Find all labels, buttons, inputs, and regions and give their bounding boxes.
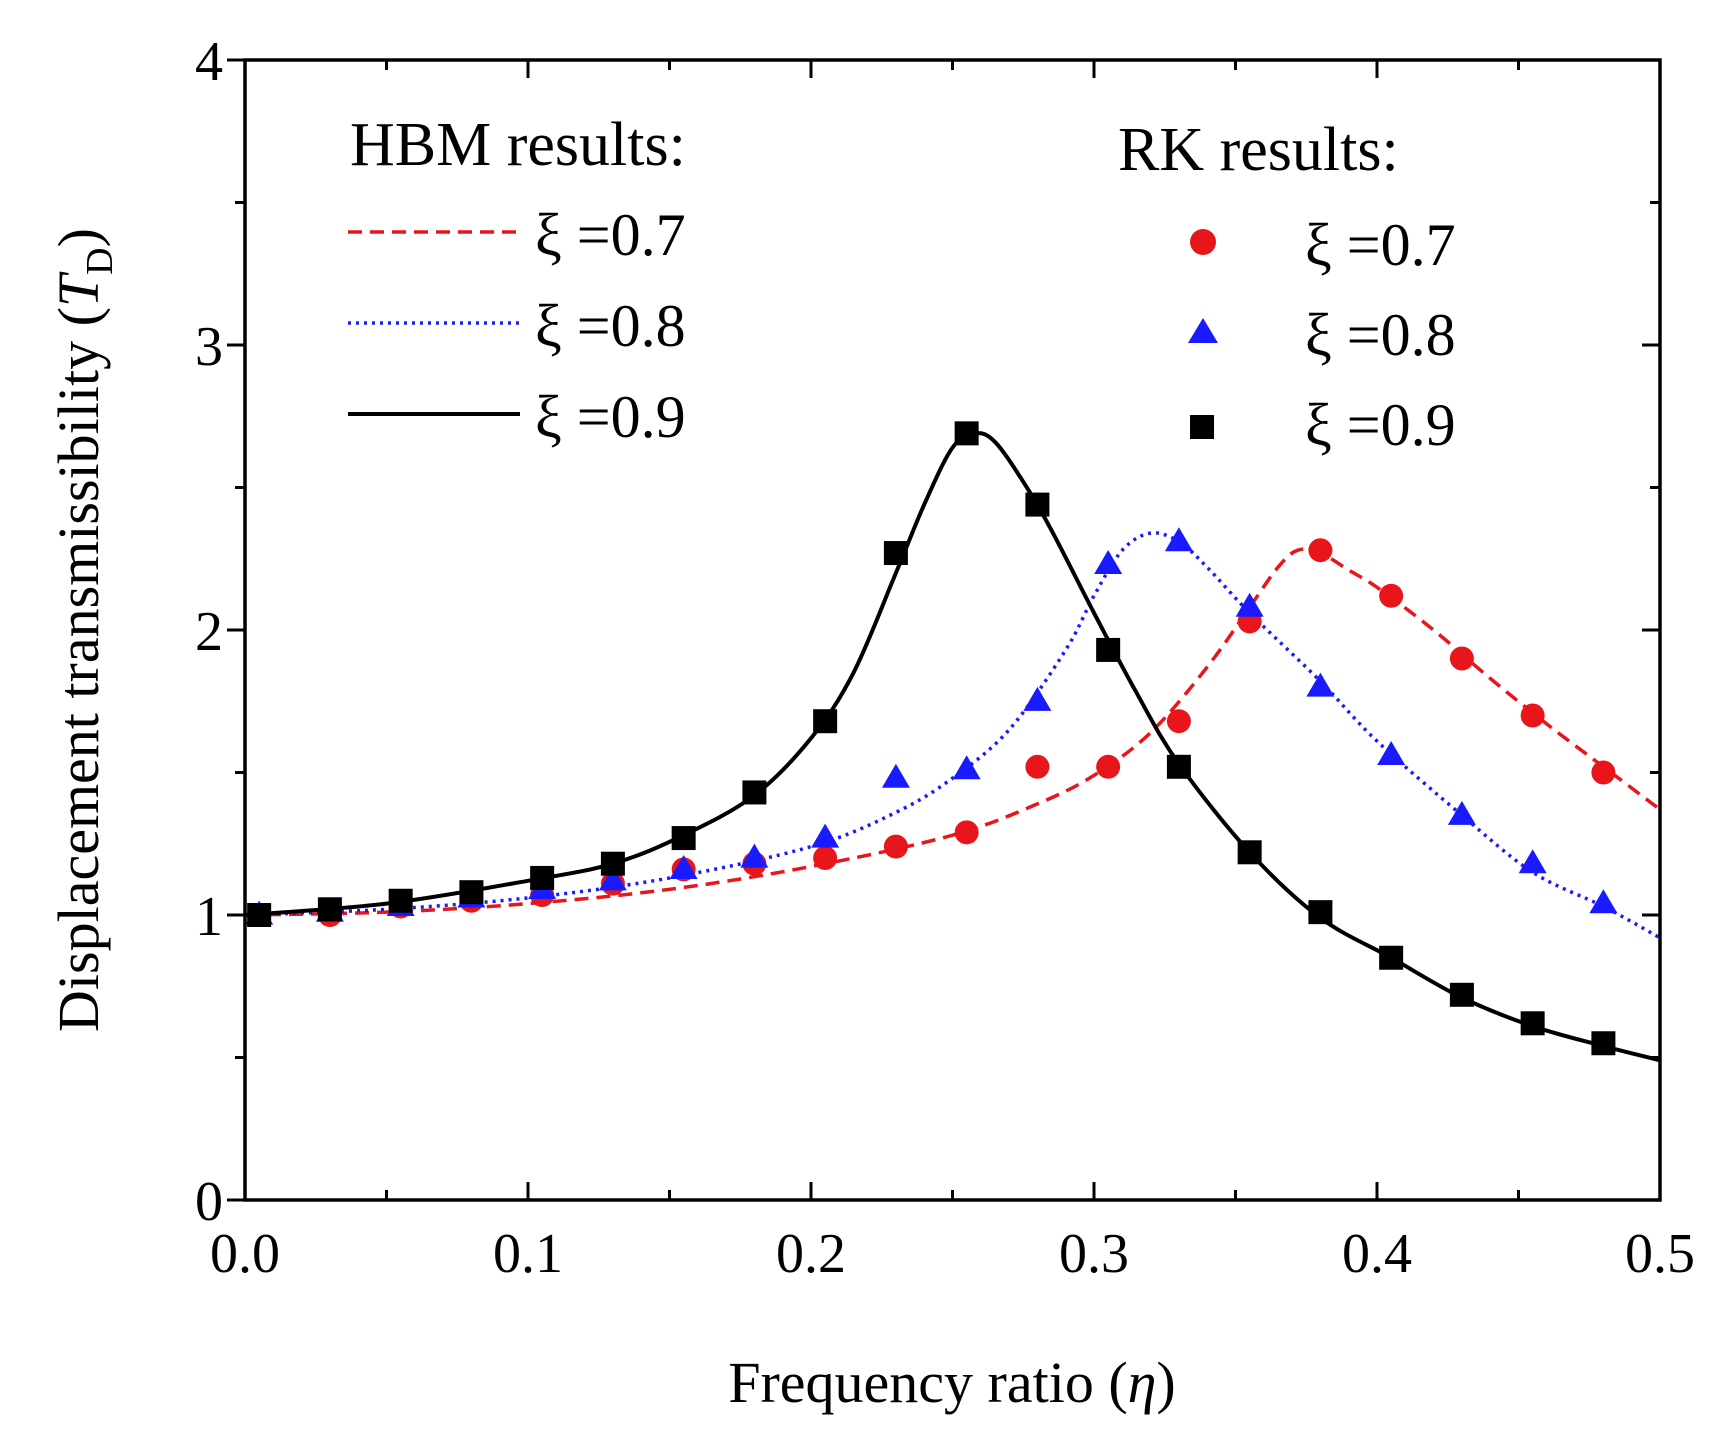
legend-hbm-title: HBM results: [350,111,686,179]
legend-hbm-label-09: ξ =0.9 [535,384,686,450]
plot-frame [243,58,1662,1202]
legend-rk-marker-07 [1190,229,1216,255]
legend-rk-marker-08 [1188,318,1218,343]
legend-rk-label-09: ξ =0.9 [1305,392,1456,458]
data-point-rk_08 [598,866,627,891]
x-axis-label-symbol: η [1128,1350,1157,1415]
data-point-rk_08 [1164,527,1193,552]
plot-markers [245,421,1618,1056]
data-point-rk_08 [1094,550,1123,575]
y-tick-label: 2 [195,601,223,663]
data-point-rk_08 [1235,592,1264,617]
data-point-rk_08 [669,855,698,879]
x-axis-label-main: Frequency ratio ( [728,1350,1127,1415]
tick-labels: 0.0 0.1 0.2 0.3 0.4 0.5 0 1 2 3 4 [195,31,1695,1285]
data-point-rk_09 [388,888,413,913]
data-point-rk_09 [1237,840,1262,865]
y-axis-label-close: ) [46,228,111,247]
data-point-rk_09 [883,541,908,566]
data-point-rk_07 [1591,760,1616,785]
data-point-rk_09 [1308,900,1333,925]
data-point-rk_09 [1025,492,1050,517]
legend-rk-marker-09 [1190,415,1214,439]
x-tick-label: 0.1 [493,1223,563,1285]
data-point-rk_07 [1166,709,1191,734]
y-axis-label-main: Displacement transmissibility ( [46,307,111,1032]
y-tick-label: 4 [195,31,223,93]
data-point-rk_09 [317,897,342,922]
data-point-rk_07 [883,834,908,859]
y-axis-label-subscript: D [79,247,121,274]
data-point-rk_07 [813,846,838,870]
x-tick-label: 0.4 [1342,1223,1412,1285]
data-point-rk_09 [530,865,555,890]
x-tick-label: 0.3 [1059,1223,1129,1285]
legend-hbm-label-07: ξ =0.7 [535,202,686,268]
data-point-rk_09 [671,826,696,851]
x-axis-label-close: ) [1156,1350,1175,1415]
data-point-rk_08 [1589,889,1618,914]
legend-rk-title: RK results: [1118,116,1399,184]
data-point-rk_08 [1447,800,1476,825]
data-point-rk_07 [1308,538,1333,563]
data-point-rk_07 [1025,754,1050,779]
legend-hbm: HBM results: ξ =0.7 ξ =0.8 ξ =0.9 [348,111,686,450]
data-point-rk_08 [1518,849,1547,874]
x-tick-label: 0.5 [1625,1223,1695,1285]
legend-rk-label-07: ξ =0.7 [1305,212,1456,278]
x-axis-label: Frequency ratio (η) [728,1350,1176,1415]
data-point-rk_07 [954,820,979,845]
data-point-rk_08 [1023,686,1052,711]
data-point-rk_08 [811,823,840,848]
y-tick-label: 3 [195,316,223,378]
y-axis-label-symbol: T [46,271,111,307]
data-point-rk_07 [1096,754,1121,779]
x-tick-label: 0.2 [776,1223,846,1285]
data-point-rk_08 [740,843,769,868]
y-tick-label: 1 [195,886,223,948]
data-point-rk_09 [247,903,272,927]
data-point-rk_08 [1377,741,1406,765]
legend-rk-label-08: ξ =0.8 [1305,302,1456,368]
data-point-rk_08 [952,755,981,780]
data-point-rk_07 [1379,583,1404,608]
data-point-rk_08 [1306,672,1335,697]
data-point-rk_09 [600,851,625,876]
data-point-rk_09 [813,709,838,734]
y-tick-label: 0 [195,1171,223,1233]
data-point-rk_09 [1166,754,1191,779]
data-point-rk_07 [1449,646,1474,671]
data-point-rk_09 [742,780,767,805]
data-point-rk_09 [1449,982,1474,1007]
y-axis-label: Displacement transmissibility (TD) [46,228,121,1032]
legend-rk: RK results: ξ =0.7 ξ =0.8 ξ =0.9 [1118,116,1456,458]
series-line-hbm_08 [245,531,1660,940]
data-point-rk_09 [1591,1031,1616,1056]
data-point-rk_09 [1096,637,1121,662]
data-point-rk_08 [881,763,910,788]
data-point-rk_09 [1379,945,1404,970]
data-point-rk_09 [954,421,979,446]
legend-hbm-label-08: ξ =0.8 [535,293,686,359]
data-point-rk_09 [459,880,484,905]
data-point-rk_07 [1520,703,1545,728]
data-point-rk_09 [1520,1011,1545,1036]
x-tick-label: 0.0 [210,1223,280,1285]
